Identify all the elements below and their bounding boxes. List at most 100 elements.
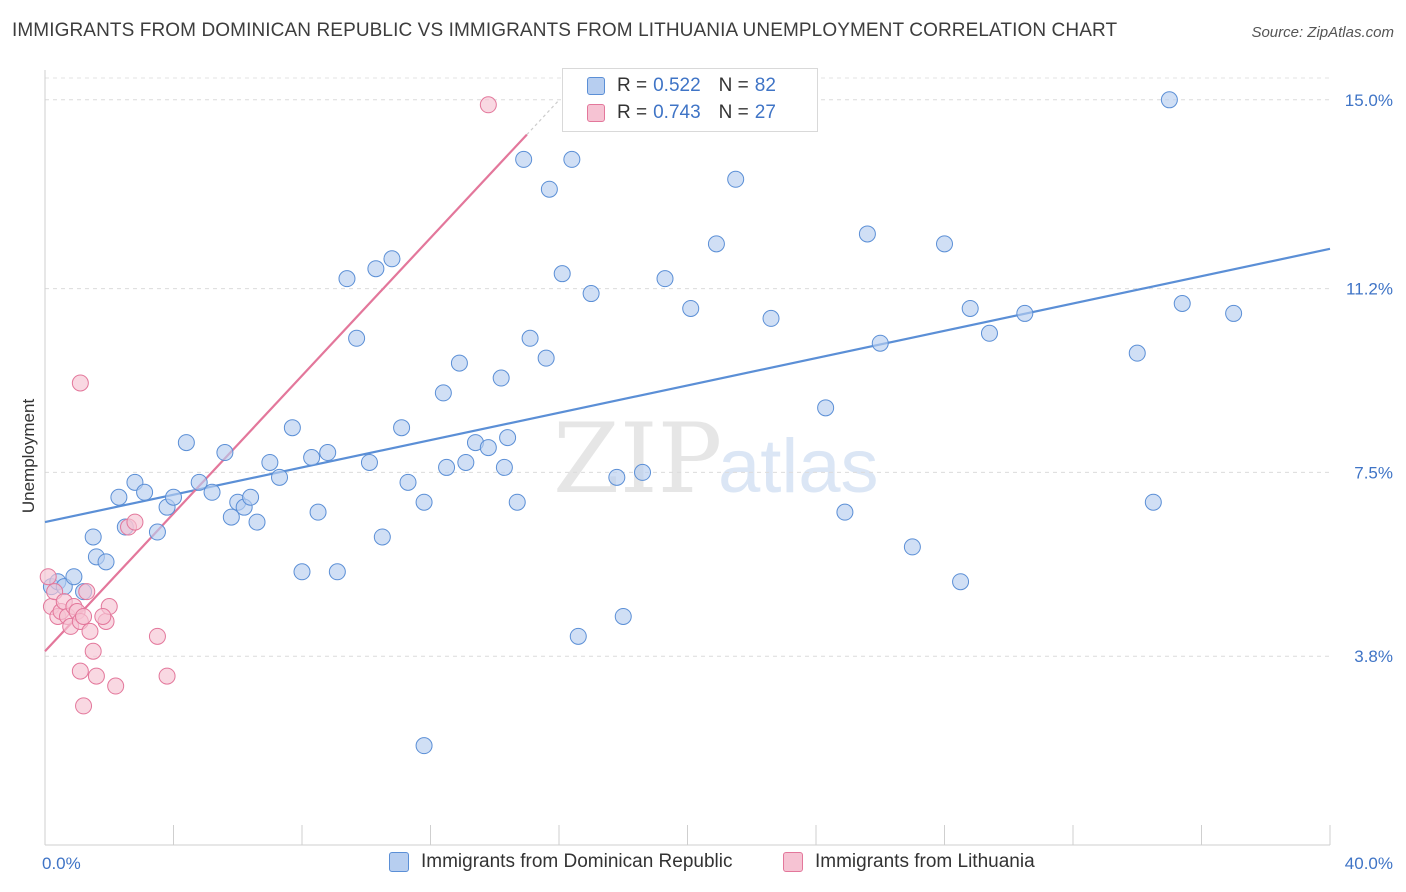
x-tick-label: 40.0% bbox=[1345, 854, 1393, 873]
point-dominican-11 bbox=[136, 483, 154, 501]
point-dominican-67 bbox=[762, 309, 780, 327]
point-lithuania-25 bbox=[75, 697, 93, 715]
series-legend: Immigrants from Dominican Republic Immig… bbox=[0, 851, 1406, 877]
point-lithuania-26 bbox=[71, 374, 89, 392]
point-dominican-56 bbox=[553, 265, 571, 283]
point-dominican-66 bbox=[727, 170, 745, 188]
axes bbox=[44, 70, 1331, 846]
point-dominican-73 bbox=[936, 235, 953, 253]
r-value-lithuania: 0.743 bbox=[653, 102, 701, 123]
point-dominican-80 bbox=[1160, 91, 1178, 109]
point-dominican-50 bbox=[495, 458, 513, 476]
point-dominican-69 bbox=[836, 503, 854, 521]
point-dominican-14 bbox=[165, 488, 182, 506]
point-dominican-61 bbox=[614, 607, 632, 625]
legend-swatch-dominican bbox=[587, 77, 605, 95]
series-0-points bbox=[42, 91, 1243, 755]
point-dominican-38 bbox=[393, 419, 411, 437]
point-dominican-33 bbox=[348, 329, 366, 347]
point-dominican-15 bbox=[177, 434, 195, 452]
legend-swatch-lithuania bbox=[587, 104, 605, 122]
point-lithuania-12 bbox=[78, 583, 96, 601]
point-dominican-3 bbox=[65, 568, 83, 586]
point-dominican-77 bbox=[1016, 304, 1034, 322]
point-dominican-24 bbox=[261, 453, 279, 471]
point-dominican-78 bbox=[1128, 344, 1146, 362]
tick-labels: 3.8% 7.5% 11.2% 15.0% 0.0% 40.0% bbox=[42, 91, 1393, 873]
point-dominican-42 bbox=[434, 384, 452, 402]
point-dominican-64 bbox=[682, 299, 700, 317]
point-dominican-75 bbox=[961, 299, 979, 317]
point-dominican-79 bbox=[1144, 493, 1162, 511]
point-dominican-65 bbox=[707, 235, 725, 253]
point-dominican-82 bbox=[1225, 304, 1243, 322]
point-dominican-18 bbox=[216, 444, 234, 462]
point-lithuania-15 bbox=[87, 667, 105, 685]
point-dominican-62 bbox=[634, 463, 652, 481]
point-dominican-57 bbox=[563, 150, 581, 168]
point-lithuania-18 bbox=[107, 677, 125, 695]
point-dominican-81 bbox=[1173, 294, 1191, 312]
point-dominican-60 bbox=[608, 468, 626, 486]
correlation-legend: R = 0.522 N = 82 R = 0.743 N = 27 bbox=[562, 68, 818, 132]
point-dominican-37 bbox=[383, 250, 401, 268]
legend-item-lithuania: Immigrants from Lithuania bbox=[783, 851, 1035, 873]
point-dominican-23 bbox=[248, 513, 266, 531]
point-dominican-40 bbox=[415, 493, 433, 511]
r-label: R = bbox=[617, 75, 648, 96]
watermark-zip: ZIP bbox=[553, 403, 722, 515]
point-lithuania-23 bbox=[94, 607, 112, 625]
x-tick-label: 0.0% bbox=[42, 854, 81, 873]
point-lithuania-27 bbox=[479, 96, 497, 114]
n-label: N = bbox=[718, 75, 749, 96]
legend-label-dominican: Immigrants from Dominican Republic bbox=[421, 851, 733, 872]
point-dominican-5 bbox=[84, 528, 102, 546]
chart-title: IMMIGRANTS FROM DOMINICAN REPUBLIC VS IM… bbox=[12, 20, 1118, 41]
point-dominican-55 bbox=[540, 180, 558, 198]
point-dominican-71 bbox=[871, 334, 889, 352]
point-dominican-34 bbox=[360, 453, 378, 471]
point-dominican-31 bbox=[328, 563, 346, 581]
trend-line-dominican bbox=[44, 247, 1331, 524]
point-dominican-52 bbox=[515, 150, 533, 168]
point-dominican-17 bbox=[203, 483, 221, 501]
trend-line-lithuania bbox=[44, 133, 528, 653]
source-label: Source: ZipAtlas.com bbox=[1251, 24, 1394, 41]
point-dominican-51 bbox=[508, 493, 526, 511]
point-dominican-43 bbox=[438, 458, 456, 476]
trend-lines bbox=[44, 99, 1331, 653]
point-dominican-44 bbox=[450, 354, 468, 372]
watermark-atlas: atlas bbox=[718, 424, 879, 509]
n-value-dominican: 82 bbox=[754, 75, 776, 96]
point-dominican-47 bbox=[479, 439, 497, 457]
point-dominican-74 bbox=[952, 573, 970, 591]
n-label: N = bbox=[718, 102, 749, 123]
y-tick-label: 11.2% bbox=[1346, 280, 1393, 299]
y-tick-label: 7.5% bbox=[1354, 463, 1393, 482]
point-dominican-76 bbox=[980, 324, 998, 342]
point-dominican-19 bbox=[222, 508, 240, 526]
point-dominican-22 bbox=[242, 488, 260, 506]
n-value-lithuania: 27 bbox=[754, 102, 776, 123]
series-1-points bbox=[39, 96, 497, 715]
r-label: R = bbox=[617, 102, 648, 123]
legend-swatch-lithuania bbox=[783, 852, 803, 872]
point-lithuania-14 bbox=[84, 642, 102, 660]
point-dominican-7 bbox=[97, 553, 115, 571]
legend-row-lithuania: R = 0.743 N = 27 bbox=[587, 102, 776, 124]
legend-label-lithuania: Immigrants from Lithuania bbox=[815, 851, 1035, 872]
watermark: ZIP atlas bbox=[553, 403, 879, 515]
point-dominican-58 bbox=[569, 627, 587, 645]
point-dominican-48 bbox=[492, 369, 510, 387]
point-dominican-63 bbox=[656, 270, 674, 288]
grid-lines bbox=[45, 77, 1330, 657]
point-dominican-36 bbox=[373, 528, 391, 546]
y-axis-label: Unemployment bbox=[19, 399, 38, 514]
r-value-dominican: 0.522 bbox=[653, 75, 701, 96]
point-dominican-68 bbox=[817, 399, 835, 417]
point-dominican-72 bbox=[903, 538, 921, 556]
point-dominican-53 bbox=[521, 329, 539, 347]
legend-item-dominican: Immigrants from Dominican Republic bbox=[389, 851, 733, 873]
y-tick-label: 15.0% bbox=[1345, 91, 1393, 110]
